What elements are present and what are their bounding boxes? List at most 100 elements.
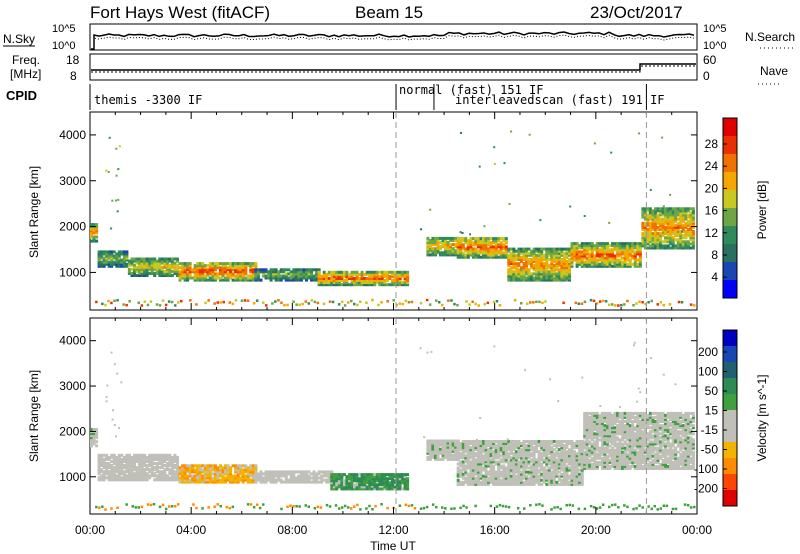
echo-cell: [525, 450, 528, 454]
echo-cell: [606, 260, 609, 264]
echo-cell: [517, 480, 521, 484]
echo-cell: [145, 257, 149, 261]
echo-cell: [532, 466, 536, 470]
echo-cell: [135, 265, 139, 269]
echo-cell: [355, 481, 359, 485]
echo-cell: [479, 464, 483, 468]
echo-cell: [122, 264, 126, 268]
echo-cell: [426, 455, 430, 459]
echo-cell: [570, 482, 574, 486]
echo-cell: [512, 264, 516, 268]
echo-cell: [570, 468, 574, 472]
echo-cell: [542, 255, 546, 259]
ground-scatter-cell: [659, 301, 663, 304]
echo-cell: [525, 270, 528, 274]
echo-cell: [181, 268, 185, 272]
echo-cell: [153, 453, 157, 457]
echo-cell: [158, 263, 162, 267]
echo-cell: [679, 223, 683, 227]
echo-cell: [479, 452, 483, 456]
echo-cell: [135, 460, 139, 463]
echo-cell: [272, 480, 276, 484]
echo-cell: [332, 283, 336, 287]
echo-cell: [469, 470, 473, 474]
echo-cell: [234, 268, 238, 272]
echo-cell: [646, 240, 650, 244]
echo-cell: [428, 439, 432, 443]
echo-cell: [305, 478, 308, 482]
echo-cell: [168, 468, 172, 472]
echo-cell: [373, 277, 377, 280]
echo-cell: [514, 270, 518, 274]
echo-cell: [479, 460, 483, 464]
echo-cell: [656, 244, 660, 248]
echo-cell: [560, 440, 564, 443]
echo-cell: [191, 464, 195, 468]
echo-cell: [686, 232, 690, 236]
echo-cell: [178, 276, 182, 280]
echo-cell: [603, 242, 607, 246]
echo-cell: [616, 452, 620, 456]
echo-cell: [239, 276, 243, 280]
echo-cell: [112, 457, 116, 461]
echo-cell: [514, 478, 518, 482]
echo-cell: [456, 440, 460, 443]
echo-cell: [474, 237, 478, 241]
echo-cell: [461, 253, 465, 257]
echo-cell: [666, 225, 670, 229]
echo-cell: [193, 276, 197, 280]
echo-cell: [648, 211, 652, 215]
echo-cell: [353, 270, 356, 274]
echo-cell: [97, 260, 101, 264]
echo-cell: [585, 256, 589, 260]
echo-cell: [585, 442, 589, 446]
echo-cell: [122, 252, 126, 256]
echo-cell: [168, 257, 172, 261]
echo-cell: [388, 283, 392, 287]
echo-cell: [363, 283, 367, 287]
ground-scatter-cell: [486, 301, 490, 305]
echo-cell: [97, 256, 101, 260]
echo-cell: [555, 450, 559, 454]
sparse-echo-cell: [478, 165, 481, 168]
echo-cell: [454, 447, 458, 451]
echo-cell: [127, 464, 131, 467]
echo-cell: [229, 474, 233, 478]
echo-cell: [520, 272, 523, 276]
echo-cell: [588, 422, 592, 426]
echo-cell: [492, 454, 496, 458]
echo-cell: [117, 264, 121, 268]
echo-cell: [608, 413, 612, 417]
echo-cell: [618, 438, 622, 442]
echo-cell: [583, 411, 587, 415]
echo-cell: [600, 420, 604, 423]
echo-cell: [552, 247, 556, 251]
echo-cell: [312, 476, 316, 480]
echo-cell: [621, 456, 625, 460]
echo-cell: [527, 456, 531, 460]
echo-cell: [269, 268, 273, 272]
echo-cell: [679, 240, 683, 244]
echo-cell: [507, 472, 511, 476]
sparse-echo-cell: [638, 132, 641, 135]
echo-cell: [97, 468, 101, 472]
echo-cell: [517, 446, 521, 450]
echo-cell: [590, 456, 594, 460]
echo-cell: [618, 458, 622, 462]
echo-cell: [148, 457, 152, 461]
echo-cell: [130, 261, 134, 265]
echo-cell: [550, 264, 554, 268]
echo-cell: [517, 454, 521, 458]
echo-cell: [216, 262, 220, 266]
echo-cell: [370, 481, 374, 485]
ground-scatter-cell: [310, 299, 313, 302]
echo-cell: [507, 470, 511, 474]
echo-cell: [618, 244, 622, 248]
echo-cell: [512, 260, 516, 263]
echo-cell: [603, 440, 607, 444]
echo-cell: [497, 251, 501, 255]
echo-cell: [669, 213, 673, 217]
echo-cell: [593, 262, 597, 266]
echo-cell: [598, 244, 602, 248]
echo-cell: [520, 456, 523, 460]
